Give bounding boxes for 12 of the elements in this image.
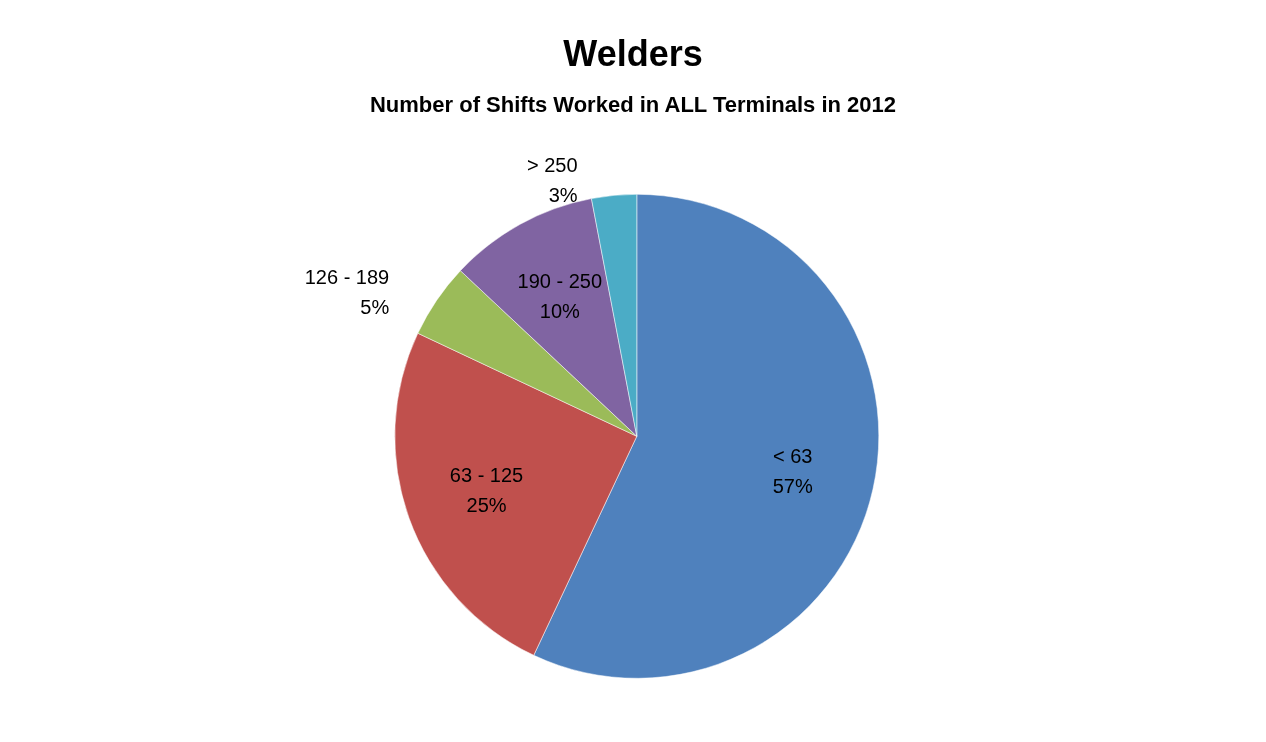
data-label: 3%	[548, 184, 578, 207]
data-label: 10%	[539, 300, 581, 323]
slice-label: 190 - 250	[517, 270, 603, 293]
data-label: 5%	[360, 295, 390, 318]
slice-label: 63 - 125	[449, 464, 524, 487]
chart-subtitle: Number of Shifts Worked in ALL Terminals in 2012	[369, 91, 897, 117]
chart-title: Welders	[563, 32, 703, 74]
slice-label: 126 - 189	[304, 265, 390, 288]
slice-label: > 250	[527, 154, 578, 177]
data-label: 25%	[466, 494, 507, 517]
data-label: 57%	[772, 475, 813, 498]
slice-label: < 63	[772, 445, 813, 468]
